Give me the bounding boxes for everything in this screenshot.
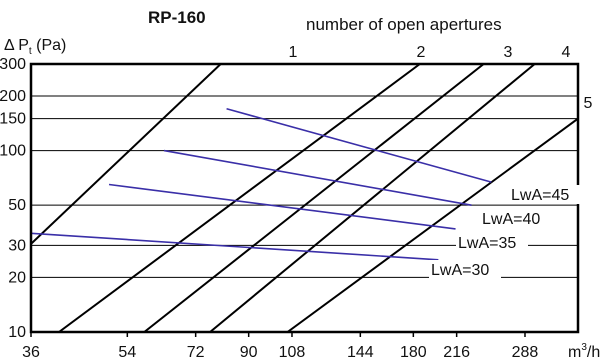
lwa-line <box>108 183 456 230</box>
x-axis-unit: m3/h <box>568 342 600 361</box>
y-axis-label: Δ Pt (Pa) <box>4 37 66 57</box>
lwa-label-bg <box>429 260 501 279</box>
y-tick-label: 10 <box>8 324 26 341</box>
lwa-label-bg <box>509 185 581 204</box>
x-tick-label: 216 <box>443 344 470 361</box>
x-tick-label: 144 <box>347 344 374 361</box>
aperture-label: 5 <box>584 95 593 112</box>
y-tick-label: 20 <box>8 269 26 286</box>
y-tick-label: 300 <box>0 56 26 73</box>
aperture-label: 2 <box>417 44 426 61</box>
lwa-line <box>226 107 492 183</box>
y-tick-label: 50 <box>8 197 26 214</box>
aperture-label: 4 <box>562 44 571 61</box>
aperture-label: 1 <box>289 44 298 61</box>
x-tick-label: 180 <box>400 344 427 361</box>
aperture-line-4 <box>209 64 536 332</box>
aperture-line-3 <box>143 64 485 332</box>
lwa-label-bg <box>480 209 552 228</box>
axis-ticks: 10 20 30 50 100 150 200 300 36 54 72 90 108 144 180 216… <box>0 56 538 361</box>
y-axis-label-subscript: t <box>29 46 32 57</box>
lwa-line <box>163 149 472 206</box>
aperture-line-1 <box>31 64 222 245</box>
lwa-label: LwA=30 <box>431 262 489 279</box>
lwa-lines <box>30 107 492 261</box>
lwa-label: LwA=40 <box>482 211 540 228</box>
aperture-label: 3 <box>504 44 513 61</box>
chart-subtitle: number of open apertures <box>306 15 502 34</box>
lwa-label-bg <box>456 233 528 252</box>
lwa-label: LwA=45 <box>511 187 569 204</box>
y-tick-label: 100 <box>0 143 26 160</box>
chart-title: RP-160 <box>148 8 206 27</box>
lwa-label: LwA=35 <box>458 235 516 252</box>
x-tick-label: 54 <box>118 344 136 361</box>
x-tick-label: 288 <box>512 344 539 361</box>
aperture-line-2 <box>58 64 421 332</box>
aperture-lines <box>31 64 578 332</box>
y-tick-label: 200 <box>0 88 26 105</box>
y-tick-label: 30 <box>8 237 26 254</box>
x-tick-label: 90 <box>240 344 258 361</box>
x-tick-label: 108 <box>279 344 306 361</box>
x-tick-label: 36 <box>22 344 40 361</box>
y-tick-label: 150 <box>0 111 26 128</box>
y-axis-label-main: Δ P <box>4 37 29 54</box>
y-axis-label-unit: (Pa) <box>32 37 67 54</box>
x-tick-label: 72 <box>187 344 205 361</box>
lwa-line <box>30 232 439 261</box>
annotations: 1 2 3 4 5 LwA=45 LwA=40 LwA=35 LwA=30 <box>289 44 593 279</box>
